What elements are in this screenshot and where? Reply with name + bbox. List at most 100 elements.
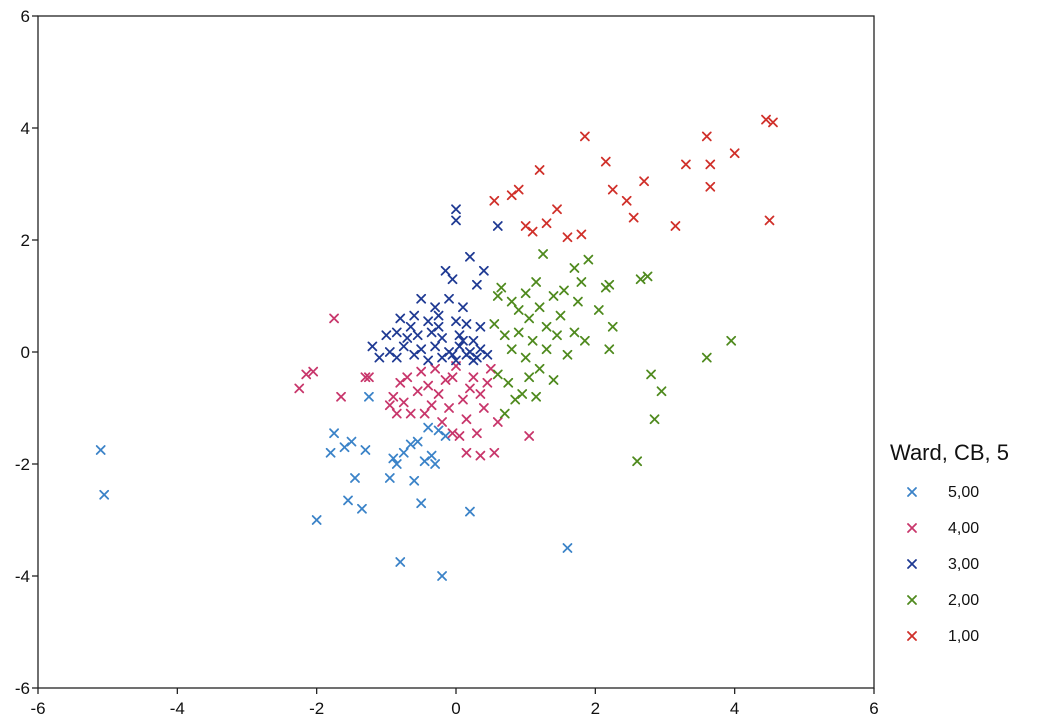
data-point <box>437 333 447 343</box>
data-point <box>649 414 660 425</box>
data-point <box>503 377 514 388</box>
data-point <box>701 131 712 142</box>
data-point <box>437 417 447 427</box>
legend-label: 4,00 <box>948 520 979 537</box>
data-point <box>478 265 489 276</box>
data-point <box>301 369 312 380</box>
data-point <box>458 335 468 346</box>
data-point <box>534 302 545 313</box>
data-point <box>364 391 374 402</box>
x-axis: -6 -4 -2 0 2 4 6 <box>30 688 879 718</box>
y-tick-label: -2 <box>15 455 30 474</box>
legend-label: 3,00 <box>948 556 979 573</box>
data-point <box>489 195 500 206</box>
data-point <box>391 352 402 363</box>
data-point <box>583 254 594 265</box>
data-point <box>384 400 395 411</box>
data-point <box>447 349 458 360</box>
data-point <box>430 363 441 374</box>
data-point <box>454 330 465 341</box>
data-point <box>364 372 374 383</box>
data-point <box>569 327 580 338</box>
legend-marker <box>907 595 917 605</box>
data-point <box>419 456 430 467</box>
data-point <box>423 380 434 391</box>
data-point <box>402 372 413 383</box>
data-point <box>423 422 434 433</box>
data-point <box>329 313 339 324</box>
data-point <box>426 450 437 461</box>
data-point <box>391 327 402 338</box>
y-tick-label: 6 <box>21 7 30 26</box>
data-point <box>423 355 434 366</box>
data-point <box>506 190 517 201</box>
x-tick-label: 2 <box>591 699 600 718</box>
data-point <box>395 377 406 388</box>
data-point <box>465 506 475 517</box>
x-tick-label: -6 <box>30 699 45 718</box>
data-point <box>520 221 531 231</box>
data-point <box>656 386 667 397</box>
legend-title: Ward, CB, 5 <box>890 440 1009 465</box>
data-point <box>478 403 489 413</box>
data-point <box>433 389 444 399</box>
y-tick-label: -6 <box>15 679 30 698</box>
data-point <box>534 165 545 175</box>
data-point <box>607 321 618 332</box>
data-point <box>440 265 451 276</box>
data-point <box>405 408 416 419</box>
data-point <box>513 305 524 315</box>
data-point <box>433 321 444 332</box>
data-point <box>384 347 395 357</box>
data-point <box>367 341 378 352</box>
data-point <box>604 344 615 355</box>
legend-label: 2,00 <box>948 592 979 609</box>
data-point <box>430 459 441 469</box>
data-point <box>398 447 409 458</box>
data-point <box>412 330 423 341</box>
data-point <box>475 389 486 399</box>
data-point <box>447 274 458 285</box>
data-point <box>632 456 643 467</box>
data-point <box>451 355 461 366</box>
data-point <box>433 425 444 436</box>
data-point <box>552 204 562 215</box>
data-point <box>513 184 524 195</box>
legend-marker <box>907 559 917 569</box>
data-point <box>461 447 472 458</box>
data-point <box>468 372 479 383</box>
legend-marker <box>907 523 917 533</box>
data-point <box>541 344 552 355</box>
data-point <box>388 453 399 464</box>
data-point <box>499 408 510 419</box>
legend-items: 5,00 4,00 3,00 2,00 1,00 <box>907 484 979 645</box>
data-point <box>325 447 336 458</box>
data-point <box>524 372 535 383</box>
data-point <box>423 316 434 327</box>
data-point <box>506 296 517 307</box>
data-point <box>548 291 559 301</box>
data-point <box>705 181 716 192</box>
data-point <box>475 321 486 332</box>
data-point <box>579 131 590 142</box>
data-point <box>670 221 681 231</box>
legend-marker <box>907 487 917 497</box>
data-point <box>461 349 472 360</box>
x-tick-label: 6 <box>869 699 878 718</box>
data-point <box>562 349 573 360</box>
data-point <box>569 263 580 273</box>
x-tick-label: -2 <box>309 699 324 718</box>
data-point <box>440 431 451 441</box>
data-point <box>593 305 604 315</box>
data-point <box>646 369 656 380</box>
data-point <box>412 436 423 447</box>
data-point <box>517 389 528 399</box>
data-point <box>527 335 538 346</box>
data-point <box>416 293 427 304</box>
data-point <box>562 543 573 553</box>
data-point <box>600 156 611 167</box>
data-point <box>492 417 503 427</box>
data-point <box>461 414 472 425</box>
data-point <box>576 229 587 240</box>
data-point <box>468 335 479 346</box>
